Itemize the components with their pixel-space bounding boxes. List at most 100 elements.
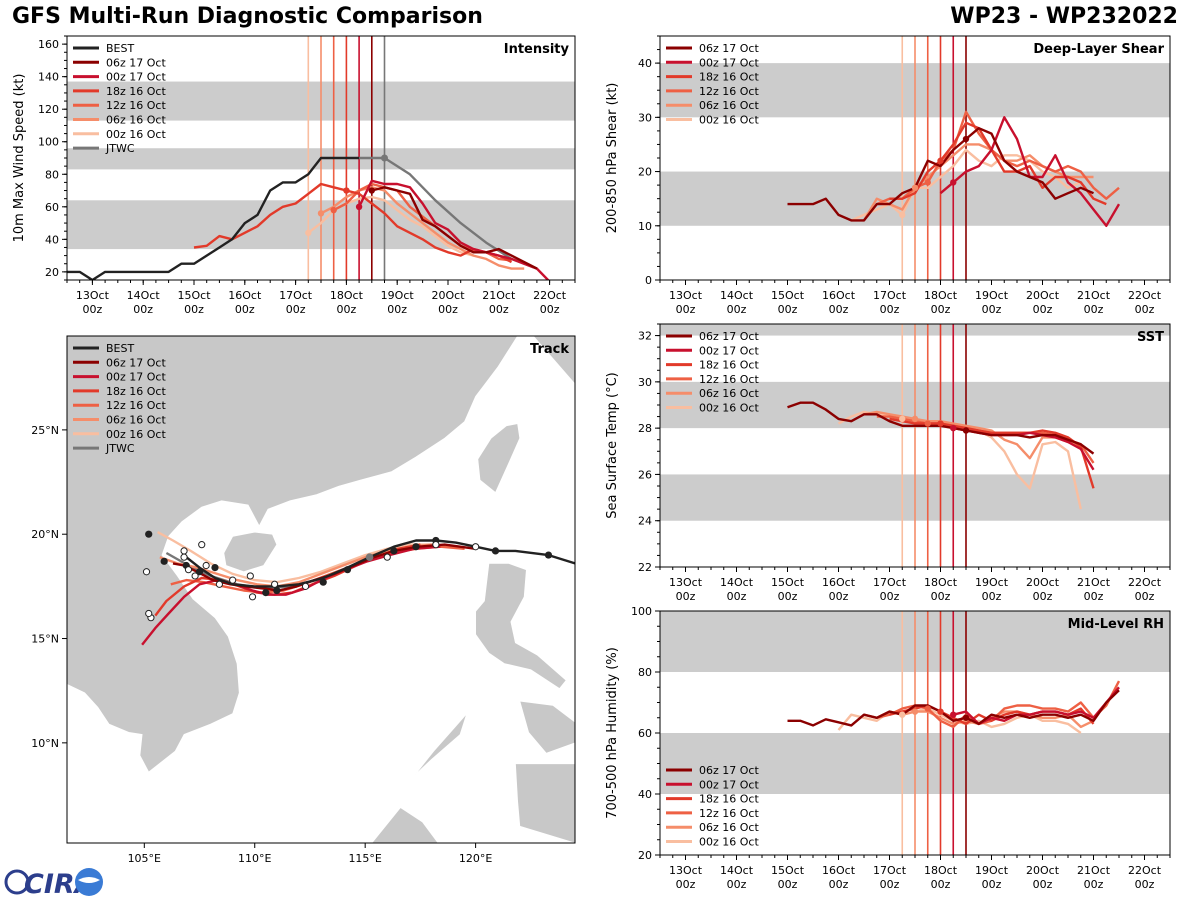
x-tick-label-hour: 00z	[83, 303, 103, 316]
x-tick-label-hour: 00z	[829, 590, 849, 603]
y-tick-label: 40	[638, 788, 652, 801]
x-tick-label-hour: 00z	[829, 303, 849, 316]
init-marker-00z-17-oct	[950, 711, 957, 718]
y-tick-label: 22	[638, 561, 652, 574]
x-tick-label-day: 14Oct	[720, 864, 754, 877]
track-marker-filled	[145, 530, 153, 538]
track-marker-open	[142, 568, 151, 576]
track-marker-open	[248, 593, 257, 601]
legend-label-06z-16-oct: 06z 16 Oct	[699, 387, 759, 400]
x-tick-label-hour: 00z	[1135, 303, 1155, 316]
track-marker-filled	[343, 566, 352, 574]
y-tick-label: 60	[45, 201, 59, 214]
series-line-06z-16-oct	[863, 410, 1082, 460]
y-tick-label: 20	[638, 849, 652, 862]
x-tick-label-day: 19Oct	[381, 289, 415, 302]
x-tick-label-hour: 00z	[982, 303, 1002, 316]
x-tick-label-day: 16Oct	[228, 289, 262, 302]
y-tick-label: 26	[638, 468, 652, 481]
x-tick-label-day: 17Oct	[279, 289, 313, 302]
y-tick-label: 30	[638, 111, 652, 124]
x-tick-label-hour: 00z	[1033, 590, 1053, 603]
x-tick-label-hour: 00z	[1084, 590, 1104, 603]
track-marker-filled	[544, 551, 553, 559]
x-tick-label-day: 17Oct	[873, 289, 907, 302]
track-marker-filled	[319, 578, 327, 586]
y-axis-label: 200-850 hPa Shear (kt)	[605, 83, 620, 234]
map-area	[67, 336, 575, 843]
series-line-00z-17-oct	[358, 179, 550, 280]
panel-title: Track	[530, 342, 569, 357]
init-marker-06z-16-oct	[911, 708, 919, 715]
y-tick-label: 80	[45, 168, 59, 181]
logo-wave	[78, 877, 100, 883]
init-marker-00z-17-oct	[355, 203, 363, 210]
x-tick-label-hour: 00z	[931, 878, 951, 891]
legend-label-00z-16-oct: 00z 16 Oct	[699, 836, 759, 849]
y-tick-label: 100	[631, 605, 652, 618]
init-marker-12z-16-oct	[330, 206, 337, 214]
init-marker-00z-16-oct	[899, 415, 906, 423]
x-tick-label-hour: 00z	[880, 878, 900, 891]
legend-label-06z-17-oct: 06z 17 Oct	[106, 56, 166, 69]
logo-ring	[4, 869, 30, 895]
legend-label-00z-16-oct: 00z 16 Oct	[106, 428, 166, 441]
series-line-06z-17-oct	[787, 689, 1120, 727]
panel-title: Deep-Layer Shear	[1033, 42, 1164, 57]
y-axis-label: Sea Surface Temp (°C)	[605, 372, 620, 519]
y-tick-label: 32	[638, 330, 652, 343]
init-marker-06z-16-oct	[317, 210, 325, 217]
series-line-06z-17-oct	[787, 126, 1094, 222]
series-line-18z-16-oct	[889, 121, 1107, 206]
y-tick-label: 100	[38, 136, 59, 149]
track-marker-filled	[273, 586, 281, 595]
shear-panel: 01020304013Oct00z14Oct00z15Oct00z16Oct00…	[605, 35, 1171, 316]
x-tick-label-day: 20Oct	[1026, 864, 1060, 877]
track-marker-open	[184, 566, 193, 574]
init-marker-12z-16-oct	[924, 420, 931, 427]
track-marker-filled	[412, 543, 420, 551]
y-tick-label: 40	[45, 233, 59, 246]
y-tick-label: 160	[38, 38, 59, 51]
series-line-18z-16-oct	[889, 417, 1095, 489]
init-marker-06z-16-oct	[911, 415, 919, 423]
x-tick-label-day: 22Oct	[533, 289, 567, 302]
x-tick-label-hour: 00z	[540, 303, 560, 316]
x-tick-label-day: 13Oct	[669, 576, 703, 589]
x-tick-label-day: 15Oct	[771, 289, 805, 302]
plot-area	[660, 611, 1170, 855]
x-tick-label-hour: 00z	[829, 878, 849, 891]
hainan-island	[223, 531, 278, 573]
y-tick-label: 20	[638, 166, 652, 179]
intensity-panel: 2040608010012014016013Oct00z14Oct00z15Oc…	[12, 35, 576, 316]
x-tick-label-hour: 00z	[727, 878, 747, 891]
x-tick-label-day: 19Oct	[975, 289, 1009, 302]
x-tick-label-hour: 00z	[184, 303, 204, 316]
init-marker-12z-16-oct	[924, 705, 931, 712]
x-tick-label-day: 18Oct	[924, 864, 958, 877]
x-tick-label-hour: 00z	[1084, 878, 1104, 891]
visayas-islands	[519, 700, 575, 754]
track-marker-filled	[211, 563, 219, 572]
legend-label-06z-17-oct: 06z 17 Oct	[699, 330, 759, 343]
legend-label-06z-16-oct: 06z 16 Oct	[699, 821, 759, 834]
x-tick-label-hour: 00z	[778, 590, 798, 603]
x-tick-label-day: 18Oct	[330, 289, 364, 302]
borneo-tip	[371, 806, 439, 843]
track-marker-filled	[160, 557, 168, 565]
x-tick-label-day: 16Oct	[822, 864, 856, 877]
lon-tick-label: 105°E	[128, 852, 161, 865]
legend-label-12z-16-oct: 12z 16 Oct	[699, 85, 759, 98]
track-marker-open	[145, 609, 153, 618]
x-tick-label-day: 20Oct	[1026, 576, 1060, 589]
init-marker-00z-17-oct	[950, 179, 957, 186]
x-tick-label-day: 16Oct	[822, 576, 856, 589]
y-tick-label: 28	[638, 422, 652, 435]
legend-label-00z-17-oct: 00z 17 Oct	[106, 71, 166, 84]
sst-panel: 22242628303213Oct00z14Oct00z15Oct00z16Oc…	[605, 323, 1171, 603]
